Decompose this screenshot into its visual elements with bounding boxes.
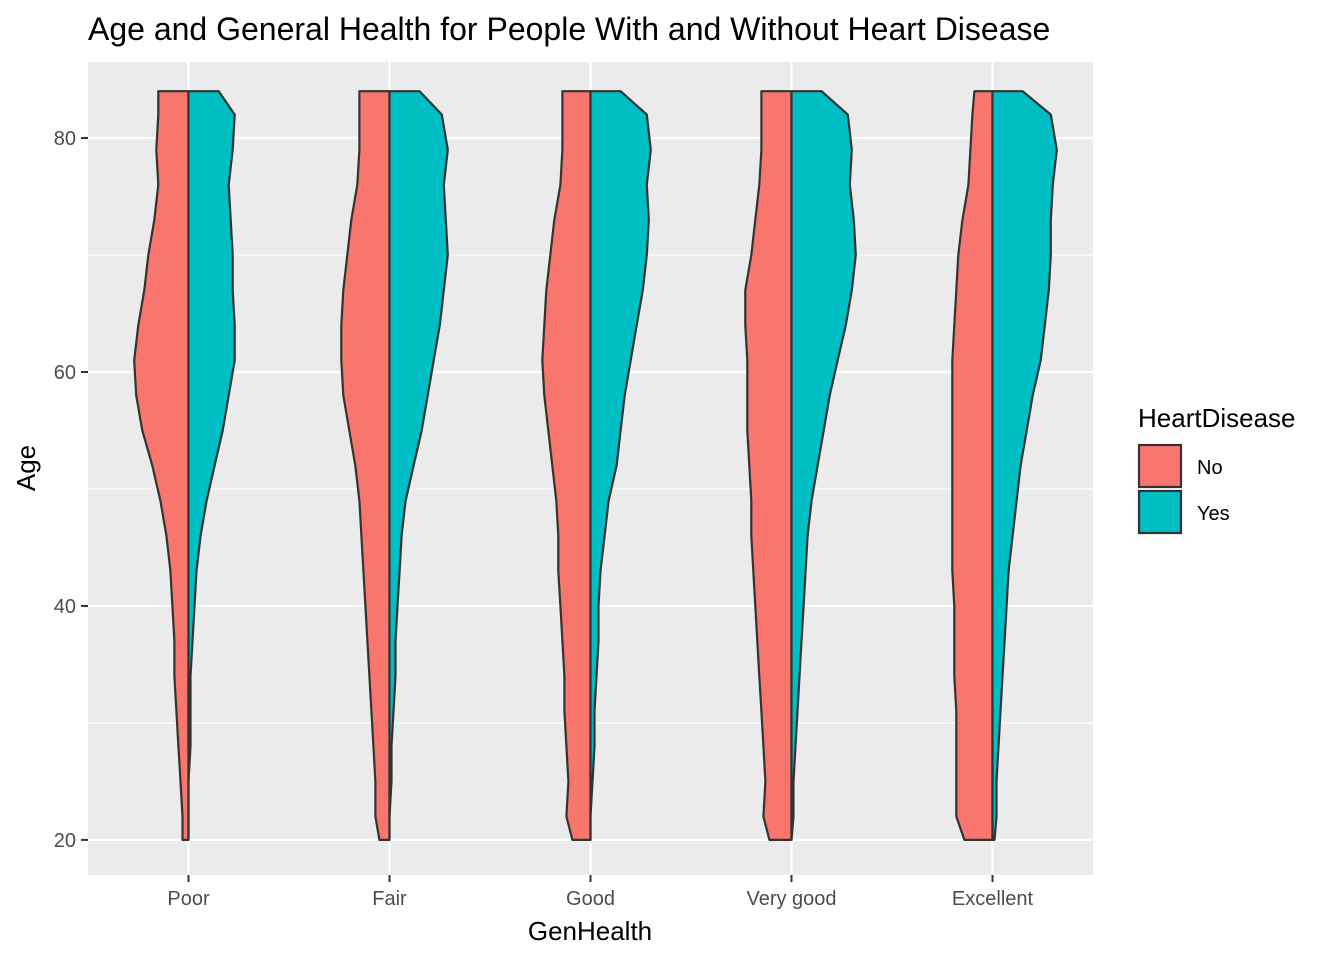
- x-tick-label: Excellent: [952, 888, 1034, 910]
- legend-label-no: No: [1197, 457, 1223, 479]
- chart-title: Age and General Health for People With a…: [88, 11, 1050, 47]
- y-tick-label: 20: [54, 830, 76, 852]
- violin-half-no-excellent: [951, 90, 994, 841]
- violin-half-yes-poor: [187, 90, 236, 841]
- x-tick-label: Fair: [372, 888, 407, 910]
- legend-items: No Yes: [1137, 443, 1230, 535]
- legend-title: HeartDisease: [1138, 403, 1296, 433]
- legend-label-yes: Yes: [1197, 503, 1230, 525]
- violin-half-yes-fair: [388, 90, 449, 841]
- legend-key-yes: [1137, 489, 1183, 535]
- y-tick-label: 40: [54, 596, 76, 618]
- y-tick-label: 80: [54, 128, 76, 150]
- legend: HeartDisease No Yes: [1137, 403, 1296, 535]
- x-axis-title: GenHealth: [528, 916, 652, 946]
- y-axis-title: Age: [11, 445, 41, 491]
- violin-half-no-very-good: [744, 90, 793, 841]
- violin-half-no-good: [541, 90, 592, 841]
- x-axis: Poor Fair Good Very good Excellent: [167, 875, 1034, 910]
- y-tick-label: 60: [54, 362, 76, 384]
- violin-half-no-poor: [133, 90, 190, 841]
- y-axis: 20 40 60 80: [54, 128, 88, 852]
- x-tick-label: Good: [566, 888, 615, 910]
- violins: [133, 90, 1058, 841]
- violin-half-yes-good: [589, 90, 652, 841]
- x-tick-label: Poor: [167, 888, 210, 910]
- violin-half-no-fair: [340, 90, 391, 841]
- x-tick-label: Very good: [746, 888, 836, 910]
- violin-half-yes-very-good: [790, 90, 857, 841]
- violin-half-yes-excellent: [991, 90, 1058, 841]
- legend-key-no: [1137, 443, 1183, 489]
